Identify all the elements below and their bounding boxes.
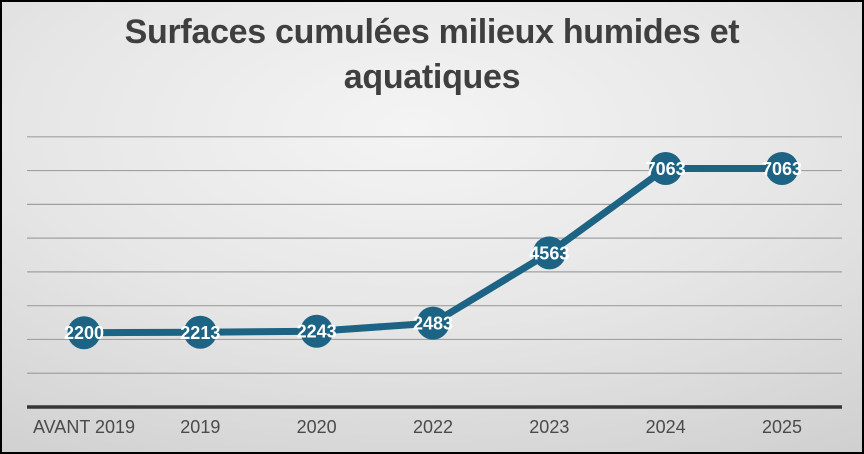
data-point-label: 2483 <box>413 314 453 334</box>
x-axis-tick-label: 2019 <box>180 417 220 437</box>
data-point-marker <box>649 151 683 185</box>
data-point-label: 7063 <box>762 159 802 179</box>
x-axis-tick-label: 2025 <box>762 417 802 437</box>
data-point-label: 2213 <box>180 323 220 343</box>
x-axis-tick-label: 2024 <box>646 417 686 437</box>
data-point-marker <box>416 306 450 340</box>
x-axis-tick-label: 2020 <box>297 417 337 437</box>
x-axis-tick-label: 2023 <box>529 417 569 437</box>
data-point-label: 4563 <box>529 243 569 263</box>
data-point-label: 7063 <box>646 159 686 179</box>
data-point-label: 2200 <box>64 323 104 343</box>
chart-title: Surfaces cumulées milieux humides et aqu… <box>124 13 740 96</box>
data-point-marker <box>67 316 101 350</box>
data-point-marker <box>300 314 334 348</box>
data-point-marker <box>765 151 799 185</box>
x-axis-tick-label: 2022 <box>413 417 453 437</box>
data-point-label: 2243 <box>297 322 337 342</box>
data-point-marker <box>532 236 566 270</box>
data-point-marker <box>183 315 217 349</box>
x-axis-tick-label: AVANT 2019 <box>33 417 135 437</box>
